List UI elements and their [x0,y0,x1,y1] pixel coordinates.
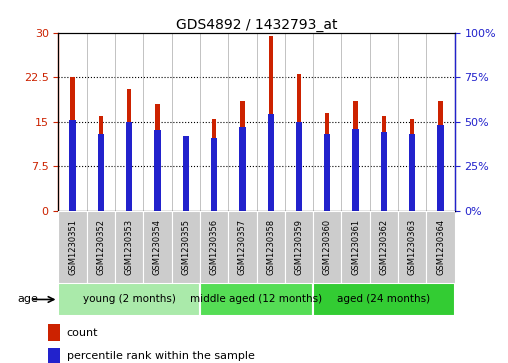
Bar [296,122,302,211]
Bar [87,211,115,283]
Text: GSM1230360: GSM1230360 [323,219,332,275]
Bar [58,211,87,283]
Bar [48,348,60,363]
Text: count: count [67,328,98,338]
Bar [240,101,244,211]
Bar [313,283,455,316]
Text: GSM1230354: GSM1230354 [153,219,162,275]
Bar [58,283,200,316]
Bar [127,89,131,211]
Text: GSM1230351: GSM1230351 [68,219,77,275]
Text: GSM1230357: GSM1230357 [238,219,247,275]
Text: young (2 months): young (2 months) [83,294,176,305]
Bar [98,134,104,211]
Text: GSM1230364: GSM1230364 [436,219,445,275]
Bar [211,138,217,211]
Bar [184,136,188,211]
Text: GSM1230355: GSM1230355 [181,219,190,275]
Bar [325,113,329,211]
Bar [172,211,200,283]
Bar [228,211,257,283]
Bar [410,119,415,211]
Text: GSM1230358: GSM1230358 [266,219,275,275]
Bar [268,114,274,211]
Bar [269,36,273,211]
Text: GSM1230362: GSM1230362 [379,219,389,275]
Bar [285,211,313,283]
Bar [155,104,160,211]
Bar [426,211,455,283]
Bar [313,211,341,283]
Text: age: age [18,294,39,305]
Bar [437,125,443,211]
Bar [99,116,103,211]
Text: GSM1230352: GSM1230352 [97,219,105,275]
Text: middle aged (12 months): middle aged (12 months) [190,294,323,305]
Bar [70,120,76,211]
Bar [154,131,161,211]
Bar [212,119,216,211]
Text: GSM1230361: GSM1230361 [351,219,360,275]
Bar [380,132,387,211]
Bar [182,136,189,211]
Text: GSM1230359: GSM1230359 [295,219,303,275]
Title: GDS4892 / 1432793_at: GDS4892 / 1432793_at [176,18,337,32]
Text: GSM1230356: GSM1230356 [210,219,218,275]
Bar [48,324,60,340]
Text: GSM1230353: GSM1230353 [124,219,134,275]
Text: aged (24 months): aged (24 months) [337,294,430,305]
Bar [200,211,228,283]
Bar [382,116,386,211]
Bar [115,211,143,283]
Bar [200,283,313,316]
Bar [257,211,285,283]
Bar [398,211,426,283]
Bar [353,129,359,211]
Bar [438,101,442,211]
Bar [409,134,416,211]
Bar [297,74,301,211]
Text: GSM1230363: GSM1230363 [408,219,417,275]
Bar [239,127,245,211]
Bar [143,211,172,283]
Bar [324,134,331,211]
Bar [354,101,358,211]
Bar [370,211,398,283]
Bar [71,77,75,211]
Bar [341,211,370,283]
Bar [126,122,133,211]
Text: percentile rank within the sample: percentile rank within the sample [67,351,255,361]
